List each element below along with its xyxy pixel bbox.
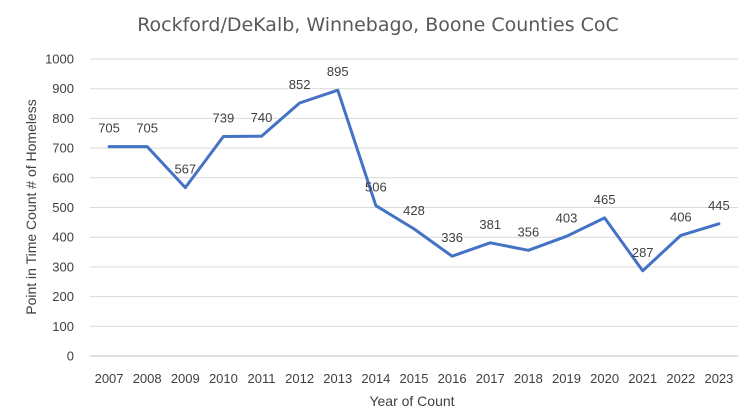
data-label: 739: [213, 111, 235, 126]
x-axis-ticks: 2007 2008 2009 2010 2011 2012 2013 2014 2015 2016…: [95, 371, 734, 386]
x-tick-label: 2017: [476, 371, 505, 386]
y-tick-label: 100: [52, 319, 74, 334]
data-label: 381: [479, 217, 501, 232]
data-label: 895: [327, 64, 349, 79]
data-label: 705: [136, 121, 158, 136]
data-label: 287: [632, 245, 654, 260]
x-tick-label: 2012: [285, 371, 314, 386]
data-label: 740: [251, 110, 273, 125]
x-tick-label: 2020: [590, 371, 619, 386]
data-label: 705: [98, 121, 120, 136]
data-labels: 705 705 567 739 740 852 895 506 428 336 381 356 403 4…: [98, 64, 730, 260]
x-tick-label: 2008: [133, 371, 162, 386]
x-axis-title: Year of Count: [369, 393, 454, 409]
y-tick-label: 400: [52, 230, 74, 245]
data-label: 445: [708, 198, 730, 213]
data-label: 852: [289, 77, 311, 92]
data-label: 336: [441, 230, 463, 245]
y-axis-ticks: 0 100 200 300 400 500 600 700 800 900 1000: [45, 52, 74, 364]
data-label: 567: [174, 162, 196, 177]
x-tick-label: 2009: [171, 371, 200, 386]
y-tick-label: 600: [52, 170, 74, 185]
x-tick-label: 2022: [666, 371, 695, 386]
x-tick-label: 2016: [438, 371, 467, 386]
y-tick-label: 700: [52, 141, 74, 156]
y-tick-label: 300: [52, 259, 74, 274]
y-tick-label: 0: [67, 349, 74, 364]
gridlines: [90, 58, 738, 357]
data-label: 356: [518, 224, 540, 239]
x-tick-label: 2019: [552, 371, 581, 386]
data-label: 428: [403, 203, 425, 218]
y-tick-label: 1000: [45, 52, 74, 67]
y-tick-label: 200: [52, 289, 74, 304]
x-tick-label: 2011: [248, 371, 276, 386]
data-label: 465: [594, 192, 616, 207]
x-tick-label: 2014: [361, 371, 390, 386]
y-tick-label: 500: [52, 200, 74, 215]
series-line: [107, 88, 721, 273]
x-tick-label: 2010: [209, 371, 238, 386]
x-tick-label: 2023: [704, 371, 733, 386]
x-tick-label: 2021: [628, 371, 657, 386]
x-tick-label: 2018: [514, 371, 543, 386]
y-axis-title: Point in Time Count # of Homeless: [23, 99, 39, 315]
data-label: 506: [365, 180, 387, 195]
x-tick-label: 2013: [323, 371, 352, 386]
data-label: 403: [556, 210, 578, 225]
x-tick-label: 2007: [95, 371, 124, 386]
y-tick-label: 900: [52, 81, 74, 96]
y-tick-label: 800: [52, 111, 74, 126]
x-tick-label: 2015: [400, 371, 429, 386]
chart-title: Rockford/DeKalb, Winnebago, Boone Counti…: [137, 14, 619, 36]
data-label: 406: [670, 209, 692, 224]
